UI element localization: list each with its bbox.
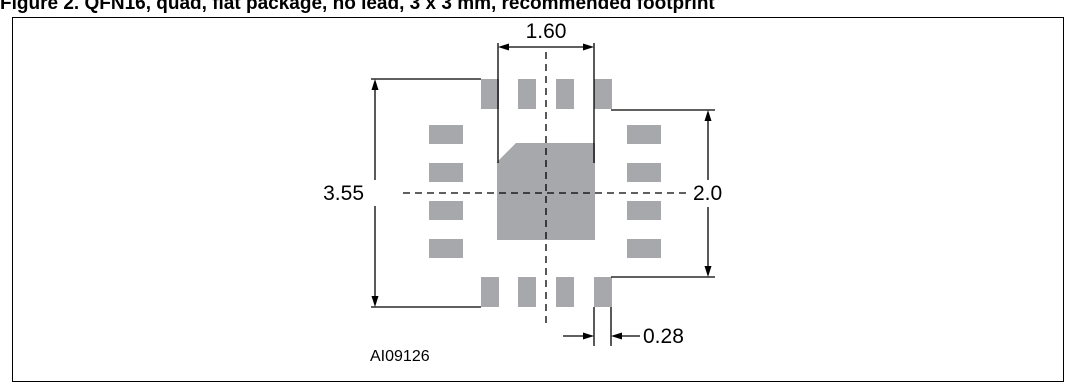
pad-top-4 (594, 79, 612, 109)
label-pad-width: 0.28 (643, 325, 684, 348)
pad-group (429, 79, 661, 307)
pad-left-3 (429, 201, 463, 220)
label-width-top: 1.60 (526, 20, 567, 43)
pad-right-4 (627, 239, 661, 258)
figure-id: AI09126 (370, 348, 430, 365)
arrow-width-left (498, 43, 509, 51)
pad-left-2 (429, 163, 463, 182)
arrowheads (371, 43, 712, 340)
label-height-left: 3.55 (323, 182, 364, 205)
pad-bottom-1 (481, 277, 499, 307)
arrow-right-up (704, 110, 712, 121)
label-height-right: 2.0 (693, 182, 722, 205)
pad-top-2 (518, 79, 536, 109)
pad-bottom-4 (594, 277, 612, 307)
pad-bottom-2 (518, 277, 536, 307)
arrow-width-right (583, 43, 594, 51)
pad-bottom-3 (556, 277, 574, 307)
pad-top-1 (481, 79, 499, 109)
pad-top-3 (556, 79, 574, 109)
center-pad (497, 143, 595, 240)
pad-left-4 (429, 239, 463, 258)
pad-left-1 (429, 125, 463, 144)
pad-right-2 (627, 163, 661, 182)
arrow-pad-left (611, 332, 622, 340)
pad-right-3 (627, 201, 661, 220)
arrow-pad-right (583, 332, 594, 340)
arrow-left-up (371, 79, 379, 90)
pad-right-1 (627, 125, 661, 144)
arrow-right-down (704, 266, 712, 277)
figure-caption: Figure 2. QFN16, quad, flat package, no … (0, 0, 715, 14)
arrow-left-down (371, 296, 379, 307)
